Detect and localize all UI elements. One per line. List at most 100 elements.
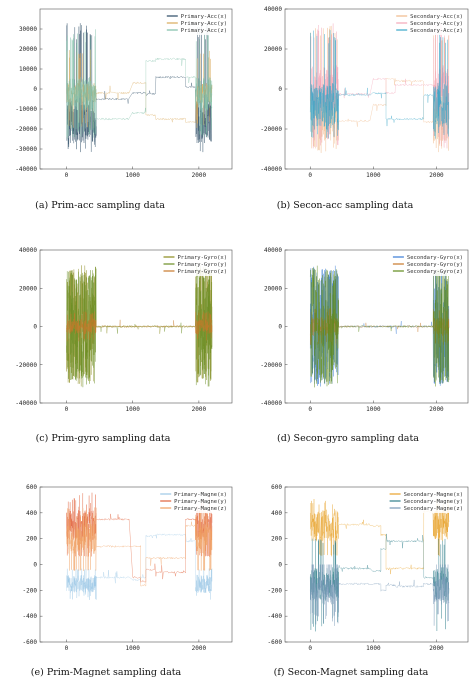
series-line-secondary-magne-x bbox=[310, 498, 450, 575]
panel-e: -600 -400 -200 0 200 400 600 0 1000 2000 Primary-M… bbox=[23, 484, 233, 678]
y-tick-label: 40000 bbox=[264, 247, 282, 254]
x-tick-label: 2000 bbox=[429, 645, 444, 652]
legend-label-primary-acc-z: Primary-Acc(z) bbox=[181, 28, 227, 34]
y-tick-label: -40000 bbox=[260, 166, 282, 173]
y-tick-label: -400 bbox=[268, 613, 283, 620]
x-tick-label: 2000 bbox=[192, 645, 207, 652]
y-tick-label: 20000 bbox=[264, 46, 282, 53]
caption-prim-magnet: (e) Prim-Magnet sampling data bbox=[31, 667, 182, 678]
panel-a: -40000-30000-20000-100000100002000030000… bbox=[15, 8, 233, 211]
y-tick-label: 400 bbox=[26, 510, 37, 517]
x-tick-label: 1000 bbox=[125, 406, 140, 413]
x-tick-label: 0 bbox=[308, 172, 312, 179]
y-tick-label: 0 bbox=[33, 562, 37, 569]
y-tick-label: 30000 bbox=[19, 26, 37, 33]
y-tick-label: 20000 bbox=[19, 46, 37, 53]
y-tick-label: -20000 bbox=[15, 126, 37, 133]
legend-label-primary-acc-x: Primary-Acc(x) bbox=[181, 14, 227, 20]
y-tick-label: 0 bbox=[33, 324, 37, 331]
legend-label-secondary-magne-y: Secondary-Magne(y) bbox=[404, 499, 463, 505]
y-tick-label: 0 bbox=[278, 324, 282, 331]
x-tick-label: 0 bbox=[65, 172, 69, 179]
y-tick-label: 40000 bbox=[19, 247, 37, 254]
legend-label-primary-magne-z: Primary-Magne(z) bbox=[174, 506, 227, 512]
x-tick-label: 0 bbox=[308, 645, 312, 652]
x-tick-label: 0 bbox=[308, 406, 312, 413]
y-tick-label: 20000 bbox=[19, 285, 37, 292]
x-tick-label: 2000 bbox=[192, 406, 207, 413]
series-line-secondary-magne-z bbox=[310, 564, 450, 626]
series-line-secondary-acc-y bbox=[310, 23, 450, 149]
y-tick-label: -400 bbox=[23, 613, 38, 620]
y-tick-label: -30000 bbox=[15, 146, 37, 153]
y-tick-label: 10000 bbox=[19, 66, 37, 73]
y-tick-label: 400 bbox=[271, 510, 282, 517]
legend-label-secondary-magne-x: Secondary-Magne(x) bbox=[404, 492, 463, 498]
series-line-primary-magne-z bbox=[66, 506, 213, 587]
y-tick-label: 200 bbox=[271, 536, 282, 543]
panel-c: -40000 -20000 0 20000 40000 0 1000 2000 Primary-… bbox=[15, 247, 233, 444]
x-tick-label: 1000 bbox=[366, 645, 381, 652]
y-tick-label: -40000 bbox=[260, 400, 282, 407]
y-tick-label: -20000 bbox=[260, 362, 282, 369]
legend-label-primary-magne-y: Primary-Magne(y) bbox=[174, 499, 227, 505]
x-tick-label: 1000 bbox=[125, 645, 140, 652]
caption-secon-magnet: (f) Secon-Magnet sampling data bbox=[274, 667, 429, 678]
legend-label-primary-gyro-z: Primary-Gyro(z) bbox=[178, 269, 228, 275]
legend-label-secondary-gyro-x: Secondary-Gyro(x) bbox=[407, 255, 463, 261]
series-line-secondary-gyro-z bbox=[310, 265, 450, 388]
y-tick-label: -600 bbox=[268, 639, 283, 646]
legend-label-secondary-magne-z: Secondary-Magne(z) bbox=[404, 506, 463, 512]
plot-secon-gyro: -40000 -20000 0 20000 40000 0 1000 2000 Secondar… bbox=[260, 247, 469, 413]
caption-prim-acc: (a) Prim-acc sampling data bbox=[35, 200, 165, 211]
legend-label-primary-gyro-x: Primary-Gyro(x) bbox=[178, 255, 228, 261]
y-tick-label: -20000 bbox=[15, 362, 37, 369]
series-line-primary-magne-x bbox=[66, 533, 213, 600]
y-tick-label: 20000 bbox=[264, 285, 282, 292]
caption-secon-acc: (b) Secon-acc sampling data bbox=[277, 200, 414, 211]
legend-label-secondary-acc-z: Secondary-Acc(z) bbox=[410, 28, 463, 34]
series-line-primary-acc-z bbox=[66, 29, 213, 139]
series-line-secondary-magne-y bbox=[310, 533, 450, 632]
legend-label-secondary-gyro-y: Secondary-Gyro(y) bbox=[407, 262, 463, 268]
y-tick-label: 600 bbox=[26, 484, 37, 491]
legend-label-primary-magne-x: Primary-Magne(x) bbox=[174, 492, 227, 498]
panel-d: -40000 -20000 0 20000 40000 0 1000 2000 Secondar… bbox=[260, 247, 469, 444]
legend-label-secondary-acc-y: Secondary-Acc(y) bbox=[410, 21, 463, 27]
y-tick-label: 40000 bbox=[264, 6, 282, 13]
y-tick-label: 600 bbox=[271, 484, 282, 491]
y-tick-label: -40000 bbox=[15, 166, 37, 173]
legend-box bbox=[387, 489, 466, 513]
series-line-secondary-acc-z bbox=[310, 30, 450, 139]
caption-prim-gyro: (c) Prim-gyro sampling data bbox=[36, 433, 171, 444]
plot-secon-acc: -40000 -20000 0 20000 40000 0 1000 2000 Secondar… bbox=[260, 6, 469, 179]
x-tick-label: 2000 bbox=[429, 172, 444, 179]
y-tick-label: -20000 bbox=[260, 126, 282, 133]
plot-prim-gyro: -40000 -20000 0 20000 40000 0 1000 2000 Primary-… bbox=[15, 247, 233, 413]
legend-label-secondary-acc-x: Secondary-Acc(x) bbox=[410, 14, 463, 20]
plot-secon-magnet: -600 -400 -200 0 200 400 600 0 1000 2000 Secondary… bbox=[268, 484, 469, 652]
y-tick-label: 200 bbox=[26, 536, 37, 543]
legend-label-primary-acc-y: Primary-Acc(y) bbox=[181, 21, 227, 27]
y-tick-label: 0 bbox=[278, 562, 282, 569]
series-line-primary-gyro-z bbox=[66, 311, 213, 342]
x-tick-label: 1000 bbox=[125, 172, 140, 179]
y-tick-label: -200 bbox=[268, 587, 283, 594]
x-tick-label: 0 bbox=[65, 406, 69, 413]
y-tick-label: -200 bbox=[23, 587, 38, 594]
panel-f: -600 -400 -200 0 200 400 600 0 1000 2000 Secondary… bbox=[268, 484, 469, 678]
y-tick-label: -40000 bbox=[15, 400, 37, 407]
x-tick-label: 0 bbox=[65, 645, 69, 652]
plot-prim-magnet: -600 -400 -200 0 200 400 600 0 1000 2000 Primary-M… bbox=[23, 484, 233, 652]
x-tick-label: 1000 bbox=[366, 406, 381, 413]
x-tick-label: 2000 bbox=[429, 406, 444, 413]
x-tick-label: 1000 bbox=[366, 172, 381, 179]
caption-secon-gyro: (d) Secon-gyro sampling data bbox=[277, 433, 419, 444]
y-tick-label: -600 bbox=[23, 639, 38, 646]
legend-label-secondary-gyro-z: Secondary-Gyro(z) bbox=[407, 269, 463, 275]
y-tick-label: 0 bbox=[33, 86, 37, 93]
panel-b: -40000 -20000 0 20000 40000 0 1000 2000 Secondar… bbox=[260, 6, 469, 211]
y-tick-label: -10000 bbox=[15, 106, 37, 113]
legend-label-primary-gyro-y: Primary-Gyro(y) bbox=[178, 262, 228, 268]
